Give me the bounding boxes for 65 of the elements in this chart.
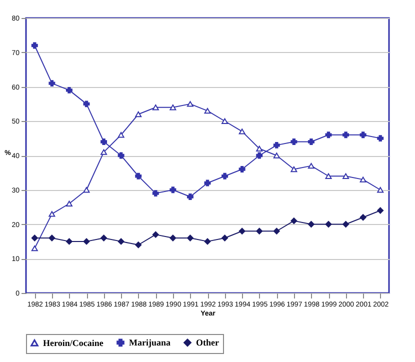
point: [186, 101, 194, 107]
point: [273, 228, 280, 234]
point: [256, 146, 263, 152]
point: [66, 238, 72, 245]
point: [325, 132, 332, 138]
point: [377, 207, 384, 214]
point: [238, 166, 246, 172]
point: [204, 108, 211, 114]
point: [360, 214, 366, 221]
point: [135, 111, 142, 118]
point: [377, 187, 384, 193]
point: [222, 172, 228, 180]
point: [290, 218, 298, 224]
point: [118, 132, 124, 138]
point: [118, 152, 124, 159]
point: [135, 242, 142, 248]
point: [152, 104, 159, 110]
point: [325, 173, 332, 179]
point: [186, 234, 194, 242]
legend-label: Marijuana: [129, 338, 171, 348]
point: [118, 238, 124, 245]
point: [31, 42, 38, 49]
point: [308, 138, 314, 145]
point: [152, 190, 159, 197]
point: [83, 187, 90, 193]
point: [222, 118, 228, 124]
point: [238, 228, 246, 234]
point: [31, 245, 38, 252]
point: [66, 200, 72, 206]
point: [83, 100, 90, 108]
point: [342, 132, 350, 138]
point: [100, 149, 108, 155]
point: [342, 173, 350, 179]
point: [31, 234, 38, 242]
point: [204, 238, 211, 245]
point: [66, 86, 72, 94]
point: [100, 138, 108, 145]
point: [170, 186, 176, 194]
point: [135, 172, 142, 180]
point: [325, 221, 332, 228]
point: [222, 234, 228, 242]
point: [342, 221, 350, 228]
legend-label: Other: [196, 338, 219, 348]
point: [308, 162, 314, 169]
point: [308, 221, 314, 228]
point: [186, 194, 194, 200]
point: [360, 176, 366, 182]
point: [152, 231, 159, 238]
point: [48, 80, 56, 87]
point: [48, 234, 56, 242]
point: [100, 234, 108, 242]
point: [290, 166, 298, 172]
point: [377, 135, 384, 142]
point: [256, 152, 263, 159]
point: [256, 228, 263, 234]
legend-label: Heroin/Cocaine: [43, 338, 104, 348]
point: [290, 138, 298, 145]
point: [83, 238, 90, 245]
point: [170, 104, 176, 110]
point: [273, 142, 280, 148]
point: [170, 234, 176, 242]
point: [273, 152, 280, 158]
point: [360, 132, 366, 138]
point: [238, 128, 246, 134]
point: [48, 211, 56, 217]
